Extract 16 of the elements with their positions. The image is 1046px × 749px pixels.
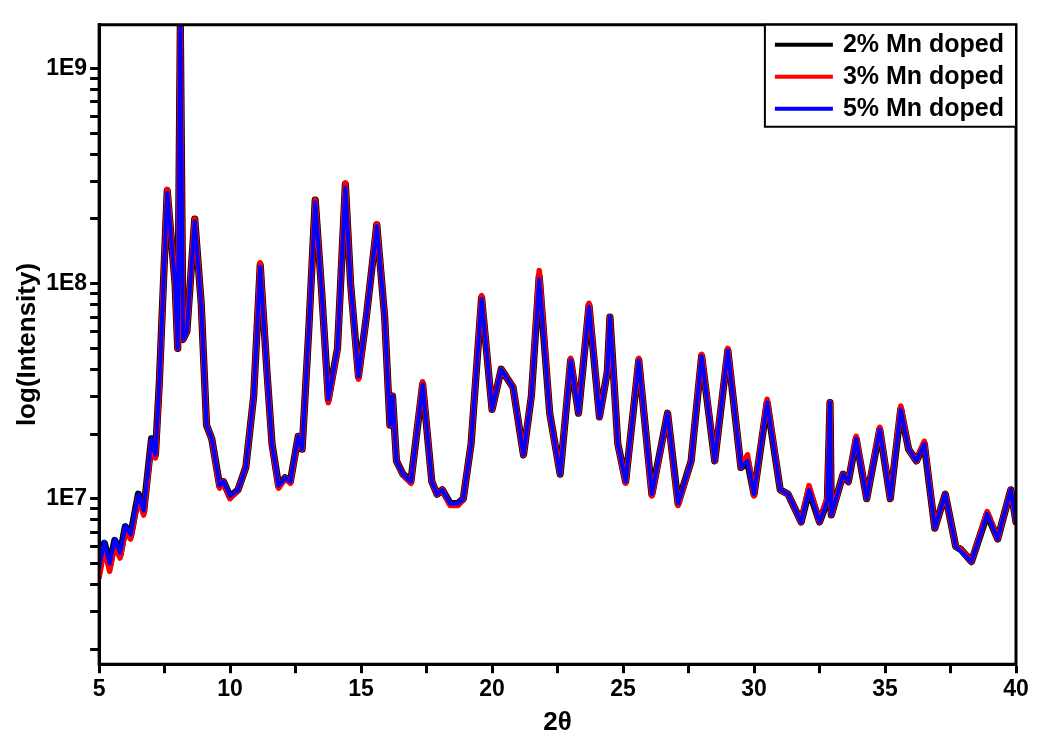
legend-label: 2% Mn doped (842, 28, 1004, 57)
y-axis-title: log(Intensity) (10, 262, 41, 427)
x-tick-label: 25 (610, 675, 637, 702)
x-tick-label: 10 (217, 675, 243, 702)
x-tick-label: 35 (872, 675, 899, 702)
legend-label: 5% Mn doped (842, 92, 1004, 121)
y-tick-label: 1E8 (46, 269, 88, 296)
x-tick-label: 30 (741, 675, 767, 702)
legend-label: 3% Mn doped (842, 60, 1004, 89)
x-tick-label: 40 (1003, 675, 1029, 702)
x-tick-label: 15 (348, 675, 375, 702)
y-tick-label: 1E7 (46, 484, 88, 511)
x-tick-label: 20 (479, 675, 505, 702)
y-tick-label: 1E9 (46, 54, 88, 81)
x-axis-title: 2θ (543, 705, 572, 736)
x-tick-label: 5 (92, 675, 106, 702)
